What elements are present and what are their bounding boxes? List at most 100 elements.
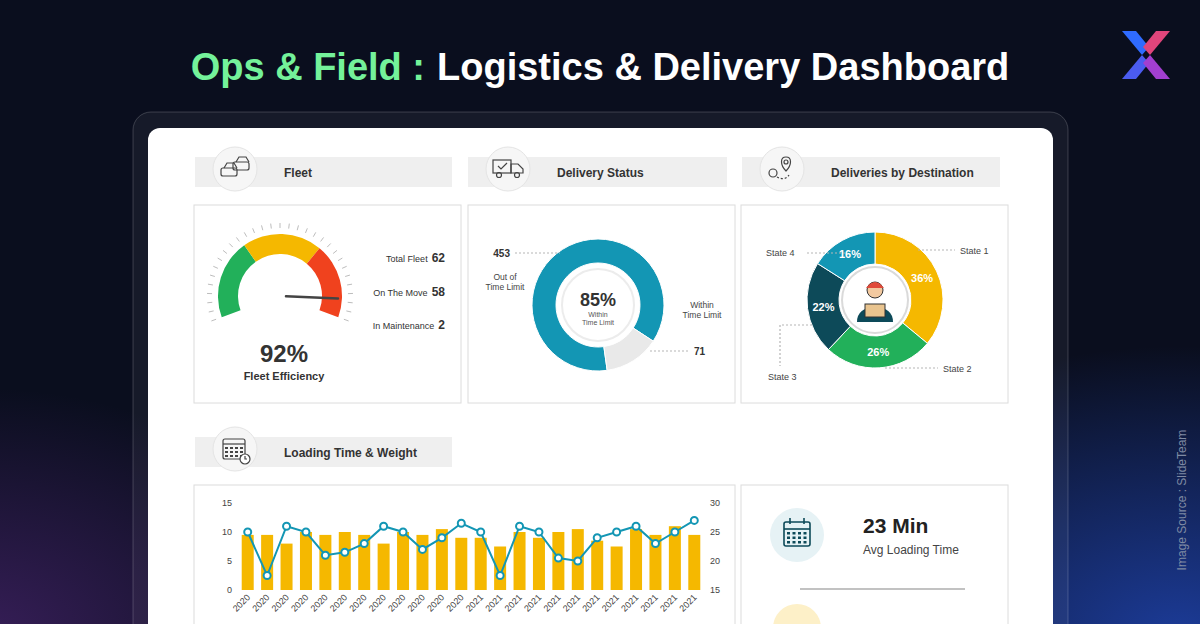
icon-part [235,451,238,453]
x-tick-label: 2021 [522,592,543,613]
x-tick-label: 2021 [580,592,601,613]
fleet-stat-label: On The Move [373,288,427,298]
gauge-caption: Fleet Efficiency [244,370,326,382]
section-icon-bg [213,147,257,191]
person-icon [857,282,893,322]
text-line: Within [588,311,608,318]
x-tick-label: 2021 [600,592,621,613]
donut-value-label: 71 [694,346,706,357]
kpi-icon-bg [770,508,824,562]
gauge-needle [286,296,338,298]
x-tick-label: 2020 [309,592,330,613]
icon-part [225,451,228,453]
line-marker [633,523,640,530]
kpi-icon-bg [773,604,821,624]
line-marker [244,529,251,536]
icon-part [230,451,233,453]
x-tick-label: 2021 [542,592,563,613]
donut-category-label: Out ofTime Limit [486,272,526,292]
icon-part [240,454,250,464]
icon-part [865,304,885,317]
pie-center [842,267,908,333]
icon-part [235,447,238,449]
section-title: Delivery Status [557,166,644,180]
gauge-scale-dot [280,223,281,228]
gauge-scale-dot [313,232,315,236]
icon-part [233,162,249,170]
bar [281,544,293,590]
fleet-stat-value: 62 [432,251,446,265]
gauge-scale-dot [229,243,232,247]
text-line: Time Limit [486,282,526,292]
bar [378,544,390,590]
gauge-scale-dot [348,302,353,303]
gauge-scale-dot [209,311,214,312]
icon-part [782,157,791,171]
gauge-scale-dot [288,224,290,229]
line-marker [516,523,523,530]
gauge-scale-dot [345,275,350,276]
kpi-value: 23 Min [863,514,928,537]
icon-pin [769,157,791,179]
plot-area [242,517,701,590]
y2-tick-label: 15 [710,585,720,595]
gauge-scale-dot [210,275,215,276]
pie-value-label: 16% [839,248,861,260]
leader-line [918,249,955,250]
leader-line [650,350,689,351]
kpi-icon [784,518,810,546]
line-marker [535,529,542,536]
line-marker [613,529,620,536]
gauge-scale-dot [218,258,222,261]
icon-part [804,541,807,544]
icon-part [804,537,807,540]
line-marker [671,529,678,536]
gauge-scale-dot [342,266,347,268]
panel [741,205,1008,403]
leader-line [885,367,938,368]
line-marker [652,540,659,547]
line-marker [361,540,368,547]
x-tick-label: 2021 [639,592,660,613]
line-marker [264,572,271,579]
bar [339,532,351,590]
bar [688,535,700,590]
line-marker [302,529,309,536]
icon-part [784,528,810,530]
gauge-scale-dot [223,250,227,253]
panel [741,485,1008,624]
x-tick-label: 2020 [367,592,388,613]
x-tick-label: 2020 [250,592,271,613]
logo-arm [1143,31,1170,55]
donut-center-caption: WithinTime Limit [582,311,614,326]
line-marker [438,534,445,541]
x-tick-label: 2020 [328,592,349,613]
fleet-stat-value: 2 [438,318,445,332]
x-tick-label: 2020 [289,592,310,613]
line-marker [283,523,290,530]
y-tick-label: 5 [227,556,232,566]
section-title: Deliveries by Destination [831,166,974,180]
card [148,128,1053,624]
line-marker [594,534,601,541]
logo-arm [1122,31,1149,55]
pie-value-label: 22% [812,301,834,313]
icon-part [493,160,511,173]
gauge-scale-dot [338,258,342,261]
line-marker [419,546,426,553]
icon-part [793,532,796,535]
dashboard: Ops & Field :Logistics & Delivery Dashbo… [0,0,1200,624]
icon-part [784,522,810,546]
x-tick-label: 2020 [347,592,368,613]
gauge-scale-dot [327,243,330,247]
donut-slice [532,239,664,371]
line-marker [322,552,329,559]
text-line: Time Limit [683,310,723,320]
icon-part [224,163,237,168]
x-tick-label: 2021 [619,592,640,613]
icon-part [240,451,243,453]
text-line: Time Limit [582,319,614,326]
gauge-scale-dot [333,250,337,253]
bar [533,538,545,590]
icon-part [787,532,790,535]
